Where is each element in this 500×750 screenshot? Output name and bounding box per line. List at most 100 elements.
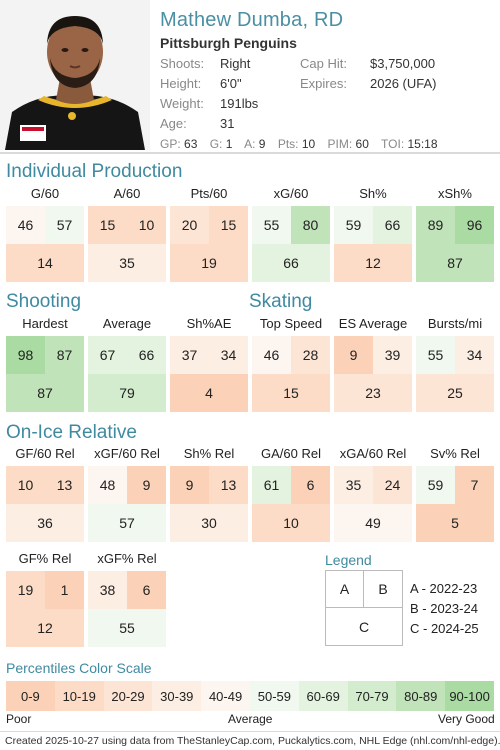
metric-value-b: 1: [45, 571, 84, 609]
metric-box: 10 13 36: [6, 466, 84, 542]
metric-value-a: 61: [252, 466, 291, 504]
metric-label: GA/60 Rel: [261, 446, 321, 461]
player-photo: [0, 0, 150, 150]
metric-shae: Sh%AE 37 34 4: [170, 316, 248, 412]
scale-bin: 40-49: [201, 681, 250, 711]
metric-value-a: 9: [334, 336, 373, 374]
metric-xg60: xG/60 55 80 66: [252, 186, 330, 282]
stat-a: A: 9: [244, 137, 266, 151]
metric-label: A/60: [113, 186, 141, 201]
metric-value-b: 34: [455, 336, 494, 374]
metric-value-b: 57: [45, 206, 84, 244]
metric-value-a: 10: [6, 466, 45, 504]
metric-box: 55 80 66: [252, 206, 330, 282]
metric-label: GF/60 Rel: [15, 446, 75, 461]
metric-value-c: 25: [416, 374, 494, 412]
metric-label: xSh%: [438, 186, 472, 201]
metric-xshpct: xSh% 89 96 87: [416, 186, 494, 282]
expires-row: Expires: 2026 (UFA): [300, 76, 436, 91]
metric-label: xGA/60 Rel: [339, 446, 407, 461]
metric-xgfpctrel: xGF% Rel 38 6 55: [88, 551, 166, 647]
metric-label: ES Average: [338, 316, 408, 331]
metric-label: xG/60: [273, 186, 309, 201]
metric-value-a: 55: [252, 206, 291, 244]
metric-value-c: 79: [88, 374, 166, 412]
stat-pim: PIM: 60: [327, 137, 369, 151]
metric-value-a: 98: [6, 336, 45, 374]
metric-value-a: 15: [88, 206, 127, 244]
player-name: Mathew Dumba, RD: [160, 9, 344, 31]
caphit-row: Cap Hit: $3,750,000: [300, 56, 435, 71]
metric-shpct: Sh% 59 66 12: [334, 186, 412, 282]
legend-box: A B C: [325, 570, 403, 646]
expires-value: 2026 (UFA): [370, 76, 437, 91]
scale-bin: 10-19: [54, 681, 104, 711]
metric-value-c: 23: [334, 374, 412, 412]
section-title-shooting: Shooting: [6, 291, 82, 312]
scale-bin: 20-29: [103, 681, 153, 711]
metric-label: GF% Rel: [18, 551, 72, 566]
shoots-value: Right: [220, 56, 251, 71]
scale-bin: 0-9: [6, 681, 55, 711]
team-name: Pittsburgh Penguins: [160, 35, 297, 51]
metric-value-b: 28: [291, 336, 330, 374]
stat-g: G: 1: [209, 137, 233, 151]
metric-value-a: 46: [252, 336, 291, 374]
metric-value-b: 10: [127, 206, 166, 244]
shoots-row: Shoots: Right: [160, 56, 250, 71]
section-title-production: Individual Production: [6, 161, 183, 182]
metric-value-b: 13: [209, 466, 248, 504]
stat-toi: TOI: 15:18: [381, 137, 438, 151]
metric-value-c: 49: [334, 504, 412, 542]
metric-value-b: 9: [127, 466, 166, 504]
metric-value-b: 96: [455, 206, 494, 244]
scale-label-very-good: Very Good: [438, 712, 495, 726]
metric-esavg: ES Average 9 39 23: [334, 316, 412, 412]
height-value: 6'0": [220, 76, 242, 91]
age-label: Age:: [160, 116, 187, 131]
metric-box: 61 6 10: [252, 466, 330, 542]
player-headshot-icon: [0, 0, 150, 150]
weight-row: Weight: 191lbs: [160, 96, 258, 111]
scale-bin: 70-79: [347, 681, 397, 711]
metric-value-a: 37: [170, 336, 209, 374]
metric-label: Sh% Rel: [183, 446, 235, 461]
section-title-skating: Skating: [249, 291, 313, 312]
metric-value-c: 66: [252, 244, 330, 282]
metric-label: Pts/60: [190, 186, 228, 201]
metric-value-c: 55: [88, 609, 166, 647]
metric-label: xGF/60 Rel: [94, 446, 160, 461]
metric-value-c: 57: [88, 504, 166, 542]
metric-value-a: 59: [416, 466, 455, 504]
metric-value-c: 87: [6, 374, 84, 412]
metric-box: 38 6 55: [88, 571, 166, 647]
metric-box: 9 13 30: [170, 466, 248, 542]
metric-value-b: 39: [373, 336, 412, 374]
metric-value-a: 46: [6, 206, 45, 244]
scale-bin: 90-100: [445, 681, 494, 711]
shoots-label: Shoots:: [160, 56, 205, 71]
stat-gp: GP: 63: [160, 137, 198, 151]
metric-value-c: 15: [252, 374, 330, 412]
metric-svrel: Sv% Rel 59 7 5: [416, 446, 494, 542]
metric-value-a: 67: [88, 336, 127, 374]
scale-title: Percentiles Color Scale: [6, 660, 152, 676]
section-title-onice: On-Ice Relative: [6, 422, 137, 443]
metric-box: 55 34 25: [416, 336, 494, 412]
metric-topspeed: Top Speed 46 28 15: [252, 316, 330, 412]
metric-label: Top Speed: [259, 316, 323, 331]
metric-label: Sv% Rel: [430, 446, 480, 461]
legend-season-b: B - 2023-24: [410, 601, 478, 616]
legend-title: Legend: [325, 552, 372, 568]
metric-box: 20 15 19: [170, 206, 248, 282]
stat-pts: Pts: 10: [277, 137, 316, 151]
metric-value-c: 4: [170, 374, 248, 412]
metric-value-c: 36: [6, 504, 84, 542]
legend-season-c: C - 2024-25: [410, 621, 479, 636]
metric-box: 46 57 14: [6, 206, 84, 282]
legend-key-c: C: [358, 618, 370, 635]
season-statline: GP: 63 G: 1 A: 9 Pts: 10 PIM: 60 TOI: 15…: [160, 137, 447, 151]
metric-value-b: 7: [455, 466, 494, 504]
metric-value-c: 14: [6, 244, 84, 282]
metric-box: 35 24 49: [334, 466, 412, 542]
